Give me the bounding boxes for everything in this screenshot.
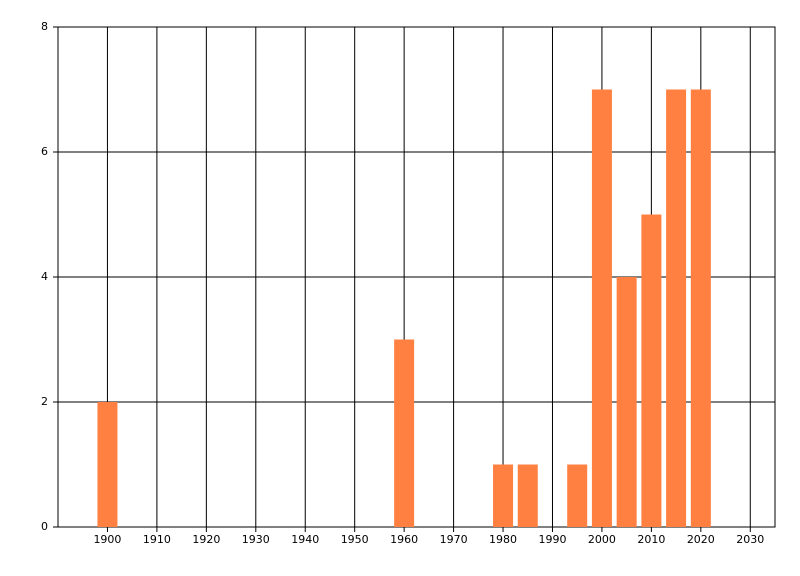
x-tick-label: 2010: [637, 533, 665, 546]
x-tick-label: 1930: [242, 533, 270, 546]
bar: [97, 402, 118, 527]
x-tick-label: 1950: [341, 533, 369, 546]
bar: [690, 89, 711, 527]
bar: [616, 277, 637, 527]
bar: [394, 339, 415, 527]
y-tick-label: 8: [41, 20, 48, 33]
x-tick-label: 1910: [143, 533, 171, 546]
bar: [517, 464, 538, 527]
bar: [641, 214, 662, 527]
x-tick-label: 2020: [687, 533, 715, 546]
x-tick-label: 2000: [588, 533, 616, 546]
x-tick-label: 2030: [736, 533, 764, 546]
x-tick-label: 1920: [192, 533, 220, 546]
x-tick-label: 1940: [291, 533, 319, 546]
bar: [591, 89, 612, 527]
y-tick-label: 0: [41, 520, 48, 533]
y-tick-label: 2: [41, 395, 48, 408]
x-tick-label: 1960: [390, 533, 418, 546]
x-tick-label: 1980: [489, 533, 517, 546]
x-tick-label: 1900: [93, 533, 121, 546]
y-tick-label: 4: [41, 270, 48, 283]
bar: [666, 89, 687, 527]
bar: [493, 464, 514, 527]
x-tick-label: 1990: [538, 533, 566, 546]
y-tick-label: 6: [41, 145, 48, 158]
bar: [567, 464, 588, 527]
x-tick-label: 1970: [440, 533, 468, 546]
